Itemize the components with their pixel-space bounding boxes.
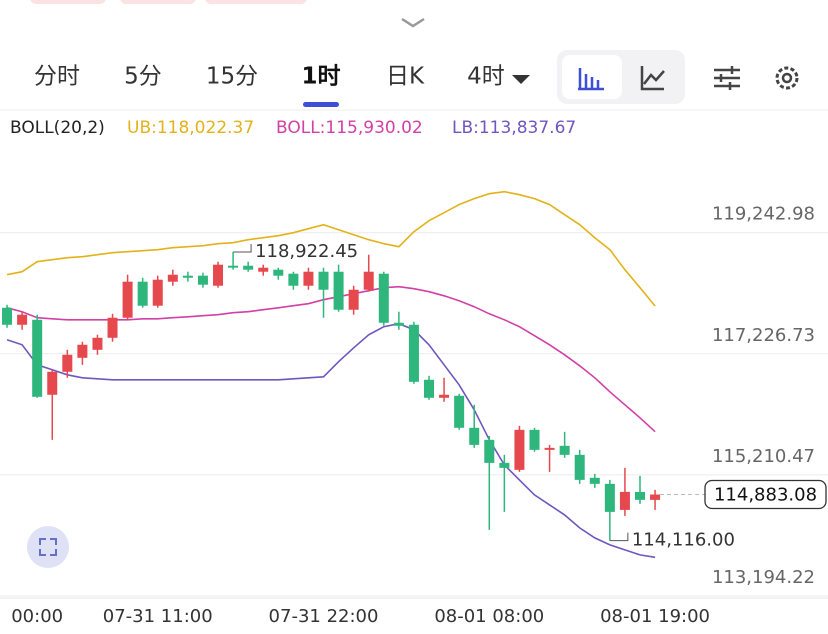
candle-body: [137, 281, 148, 306]
candle-body: [650, 494, 661, 500]
top-chip[interactable]: [120, 0, 196, 4]
candle-body: [62, 354, 73, 372]
plot: 119,242.98 117,226.73 115,210.47 113,194.22…: [0, 190, 828, 627]
candle-body: [288, 273, 299, 286]
tab[interactable]: 5分: [124, 64, 162, 90]
candle-body: [47, 371, 58, 395]
tab[interactable]: 15分: [206, 64, 258, 90]
candle-body: [107, 317, 118, 338]
gear-icon[interactable]: [775, 66, 799, 90]
candle-body: [182, 275, 193, 278]
collapse-chevron[interactable]: [401, 17, 425, 28]
tab[interactable]: 分时: [34, 64, 80, 90]
last-price-label: 114,883.08: [714, 485, 817, 506]
candle-body: [484, 439, 495, 463]
candle-body: [439, 394, 450, 398]
y-tick-label: 117,226.73: [712, 325, 815, 346]
candle-body: [32, 319, 43, 397]
legend: BOLL(20,2) UB:118,022.37 BOLL:115,930.02 L…: [10, 118, 576, 138]
indicator-name: BOLL(20,2): [10, 118, 105, 138]
candle-body: [424, 379, 435, 398]
top-chip[interactable]: [205, 0, 307, 4]
candle-body: [17, 314, 28, 325]
candle-body: [604, 483, 615, 512]
candle-body: [213, 264, 224, 286]
high-pointer: [233, 243, 252, 253]
x-tick-label: 07-31 22:00: [269, 606, 379, 627]
x-tick-label: 00:00: [11, 606, 63, 627]
candle-body: [167, 274, 178, 282]
y-tick-label: 113,194.22: [712, 567, 815, 588]
x-tick-label: 08-01 08:00: [434, 606, 544, 627]
candle-body: [77, 344, 88, 358]
candle-body: [152, 279, 163, 306]
legend-entry: UB:118,022.37: [127, 118, 254, 138]
line-icon[interactable]: [640, 66, 665, 91]
candle-body: [243, 265, 254, 270]
candle-body: [122, 281, 133, 318]
candle-body: [408, 324, 419, 382]
candle-body: [228, 265, 239, 268]
boll-line: [6, 322, 656, 559]
tab[interactable]: 1时: [301, 64, 340, 90]
candle-body: [469, 427, 480, 445]
settings-sliders-icon[interactable]: [714, 66, 740, 90]
candle-body: [544, 447, 555, 450]
candle-body: [2, 307, 13, 325]
x-tick-label: 07-31 11:00: [103, 606, 213, 627]
top-chip[interactable]: [30, 0, 106, 4]
legend-entry: BOLL:115,930.02: [276, 118, 423, 138]
low-pointer: [609, 532, 629, 542]
tab[interactable]: 4时: [467, 64, 505, 90]
candle-body: [333, 271, 344, 310]
candle-body: [454, 395, 465, 428]
legend-entry: LB:113,837.67: [452, 118, 576, 138]
candle-body: [559, 445, 570, 455]
candle-body: [619, 491, 630, 510]
candle-body: [363, 271, 374, 290]
candle-body: [634, 491, 645, 500]
candle-body: [303, 271, 314, 286]
y-tick-label: 115,210.47: [712, 446, 815, 467]
candle-body: [589, 477, 600, 484]
candle-body: [197, 275, 208, 285]
boll-line: [6, 190, 656, 307]
candle-body: [273, 269, 284, 276]
tab-underline: [303, 102, 339, 107]
candle-body: [529, 429, 540, 450]
y-tick-label: 119,242.98: [712, 204, 815, 225]
x-tick-label: 08-01 19:00: [600, 606, 710, 627]
tab[interactable]: 日K: [386, 64, 425, 90]
candle-body: [92, 337, 103, 350]
candle-body: [378, 273, 389, 323]
boll-line: [6, 285, 656, 433]
candle-body: [514, 429, 525, 470]
candle-body: [348, 289, 359, 310]
candle-body: [574, 454, 585, 480]
last-price-box: [704, 479, 827, 510]
candle-icon: [578, 68, 604, 91]
candle-body: [393, 322, 404, 326]
dropdown-caret[interactable]: [512, 75, 530, 84]
candle-body: [499, 462, 510, 468]
candle-body: [258, 267, 269, 272]
low-label: 114,116.00: [632, 530, 735, 551]
candle-body: [318, 271, 329, 290]
high-label: 118,922.45: [255, 241, 358, 262]
expand-button[interactable]: [27, 526, 69, 568]
tab-bar: 分时 5分 15分 1时 日K 4时: [34, 64, 505, 107]
